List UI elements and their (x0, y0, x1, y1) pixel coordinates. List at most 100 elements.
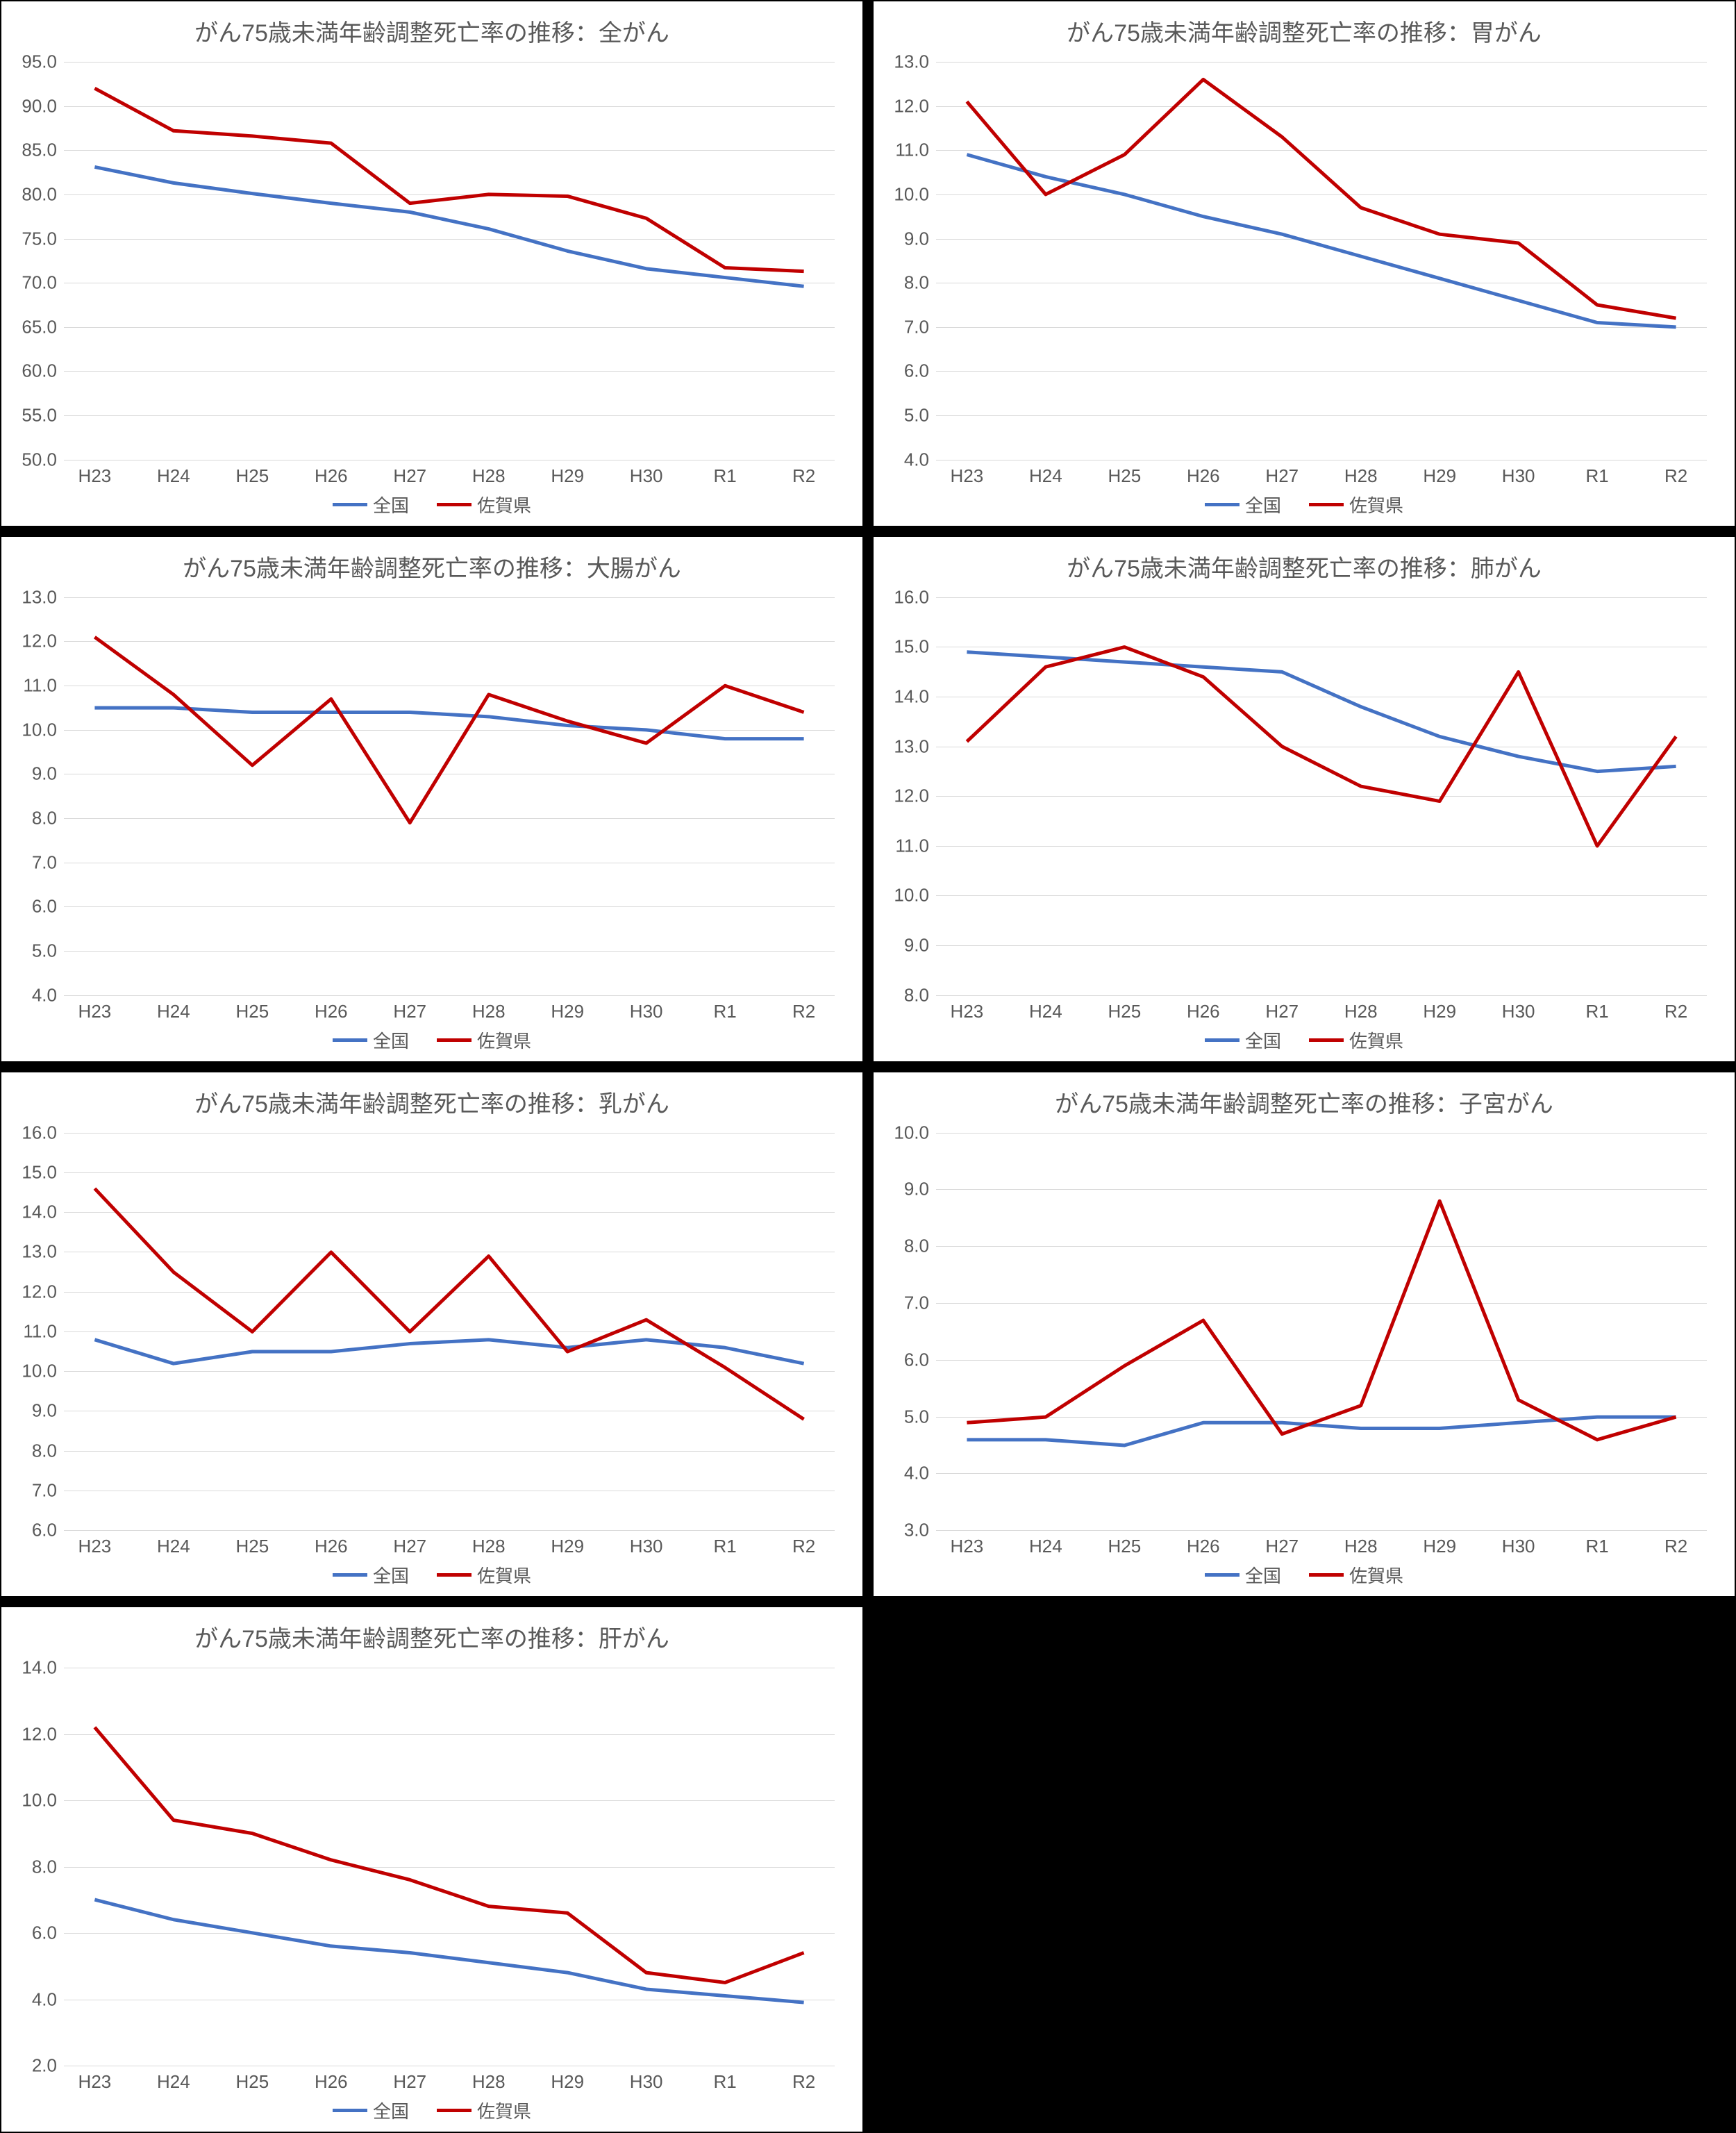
legend-label: 全国 (1245, 492, 1281, 517)
series-saga (94, 1188, 803, 1419)
y-tick-label: 14.0 (22, 1657, 64, 1679)
chart-svg (936, 1133, 1707, 1531)
x-tick-label: H30 (630, 995, 663, 1022)
chart-panel-uterus: がん75歳未満年齢調整死亡率の推移：子宮がん3.04.05.06.07.08.0… (872, 1071, 1736, 1598)
legend: 全国佐賀県 (887, 1558, 1721, 1589)
x-tick-label: H30 (630, 2066, 663, 2093)
x-tick-label: H26 (1187, 1530, 1220, 1557)
x-tick-label: H24 (157, 460, 190, 487)
x-tick-label: H27 (1265, 460, 1299, 487)
y-tick-label: 4.0 (32, 984, 64, 1006)
legend-item-saga: 佐賀県 (437, 2098, 531, 2123)
legend-item-saga: 佐賀県 (1309, 1027, 1403, 1053)
legend-label: 佐賀県 (477, 2098, 531, 2123)
y-tick-label: 6.0 (904, 360, 936, 382)
y-tick-label: 5.0 (904, 405, 936, 426)
y-tick-label: 6.0 (904, 1349, 936, 1370)
x-tick-label: R2 (1664, 995, 1687, 1022)
x-tick-label: R2 (792, 460, 815, 487)
x-tick-label: H28 (472, 995, 506, 1022)
legend-item-national: 全国 (333, 2098, 409, 2123)
legend: 全国佐賀県 (15, 1558, 849, 1589)
chart-svg (64, 1668, 835, 2066)
y-tick-label: 55.0 (22, 405, 64, 426)
series-national (967, 652, 1676, 772)
x-tick-label: H24 (1029, 1530, 1062, 1557)
x-tick-label: R1 (1586, 1530, 1609, 1557)
y-tick-label: 13.0 (894, 736, 936, 757)
legend-label: 佐賀県 (1349, 1027, 1403, 1053)
x-tick-label: H29 (551, 460, 584, 487)
y-tick-label: 8.0 (32, 1856, 64, 1877)
y-tick-label: 7.0 (32, 1479, 64, 1501)
legend-swatch (437, 503, 471, 506)
chart-title: がん75歳未満年齢調整死亡率の推移：乳がん (15, 1085, 849, 1119)
x-tick-label: H28 (1344, 460, 1378, 487)
x-tick-label: R1 (1586, 995, 1609, 1022)
y-tick-label: 15.0 (22, 1161, 64, 1183)
legend-item-saga: 佐賀県 (437, 1027, 531, 1053)
x-tick-label: H26 (1187, 460, 1220, 487)
series-saga (967, 647, 1676, 845)
x-tick-label: H28 (472, 1530, 506, 1557)
chart-title: がん75歳未満年齢調整死亡率の推移：子宮がん (887, 1085, 1721, 1119)
chart-svg (936, 597, 1707, 995)
legend-swatch (333, 1573, 367, 1577)
y-tick-label: 8.0 (904, 984, 936, 1006)
x-tick-label: H23 (951, 1530, 984, 1557)
x-tick-label: H29 (551, 995, 584, 1022)
y-tick-label: 70.0 (22, 272, 64, 294)
y-tick-label: 10.0 (894, 183, 936, 205)
chart-title: がん75歳未満年齢調整死亡率の推移：全がん (15, 14, 849, 48)
x-tick-label: H29 (1423, 1530, 1456, 1557)
plot-area: 6.07.08.09.010.011.012.013.014.015.016.0… (64, 1133, 835, 1531)
chart-svg (936, 62, 1707, 460)
legend-swatch (437, 1573, 471, 1577)
x-tick-label: H29 (551, 2066, 584, 2093)
y-tick-label: 7.0 (32, 852, 64, 873)
plot-area: 2.04.06.08.010.012.014.0H23H24H25H26H27H… (64, 1668, 835, 2066)
x-tick-label: H26 (1187, 995, 1220, 1022)
chart-panel-colon: がん75歳未満年齢調整死亡率の推移：大腸がん4.05.06.07.08.09.0… (0, 536, 864, 1063)
empty-cell (872, 1606, 1736, 2133)
y-tick-label: 95.0 (22, 51, 64, 73)
x-tick-label: H24 (1029, 995, 1062, 1022)
x-tick-label: H27 (393, 1530, 426, 1557)
y-tick-label: 14.0 (894, 686, 936, 707)
x-tick-label: H26 (315, 460, 348, 487)
x-tick-label: H30 (1502, 995, 1535, 1022)
legend-label: 全国 (1245, 1027, 1281, 1053)
x-tick-label: H30 (630, 460, 663, 487)
chart-title: がん75歳未満年齢調整死亡率の推移：肝がん (15, 1620, 849, 1654)
y-tick-label: 4.0 (904, 449, 936, 470)
x-tick-label: H26 (315, 995, 348, 1022)
x-tick-label: H27 (393, 2066, 426, 2093)
y-tick-label: 6.0 (32, 896, 64, 918)
legend-item-national: 全国 (333, 492, 409, 517)
x-tick-label: H23 (78, 2066, 112, 2093)
chart-svg (64, 1133, 835, 1531)
y-tick-label: 9.0 (32, 763, 64, 785)
x-tick-label: H25 (235, 460, 269, 487)
legend-item-national: 全国 (333, 1027, 409, 1053)
x-tick-label: H23 (78, 460, 112, 487)
x-tick-label: H25 (1108, 995, 1141, 1022)
y-tick-label: 10.0 (894, 885, 936, 906)
y-tick-label: 8.0 (904, 272, 936, 294)
y-tick-label: 8.0 (904, 1236, 936, 1257)
y-tick-label: 10.0 (22, 1790, 64, 1811)
y-tick-label: 8.0 (32, 1440, 64, 1461)
legend-swatch (437, 1038, 471, 1042)
y-tick-label: 13.0 (22, 586, 64, 608)
x-tick-label: R2 (792, 995, 815, 1022)
y-tick-label: 16.0 (22, 1122, 64, 1143)
y-tick-label: 13.0 (22, 1241, 64, 1263)
chart-grid: がん75歳未満年齢調整死亡率の推移：全がん50.055.060.065.070.… (0, 0, 1736, 2133)
y-tick-label: 2.0 (32, 2055, 64, 2077)
x-tick-label: H24 (1029, 460, 1062, 487)
y-tick-label: 80.0 (22, 183, 64, 205)
y-tick-label: 5.0 (904, 1406, 936, 1427)
y-tick-label: 5.0 (32, 940, 64, 961)
y-tick-label: 6.0 (32, 1923, 64, 1944)
y-tick-label: 11.0 (895, 835, 936, 856)
